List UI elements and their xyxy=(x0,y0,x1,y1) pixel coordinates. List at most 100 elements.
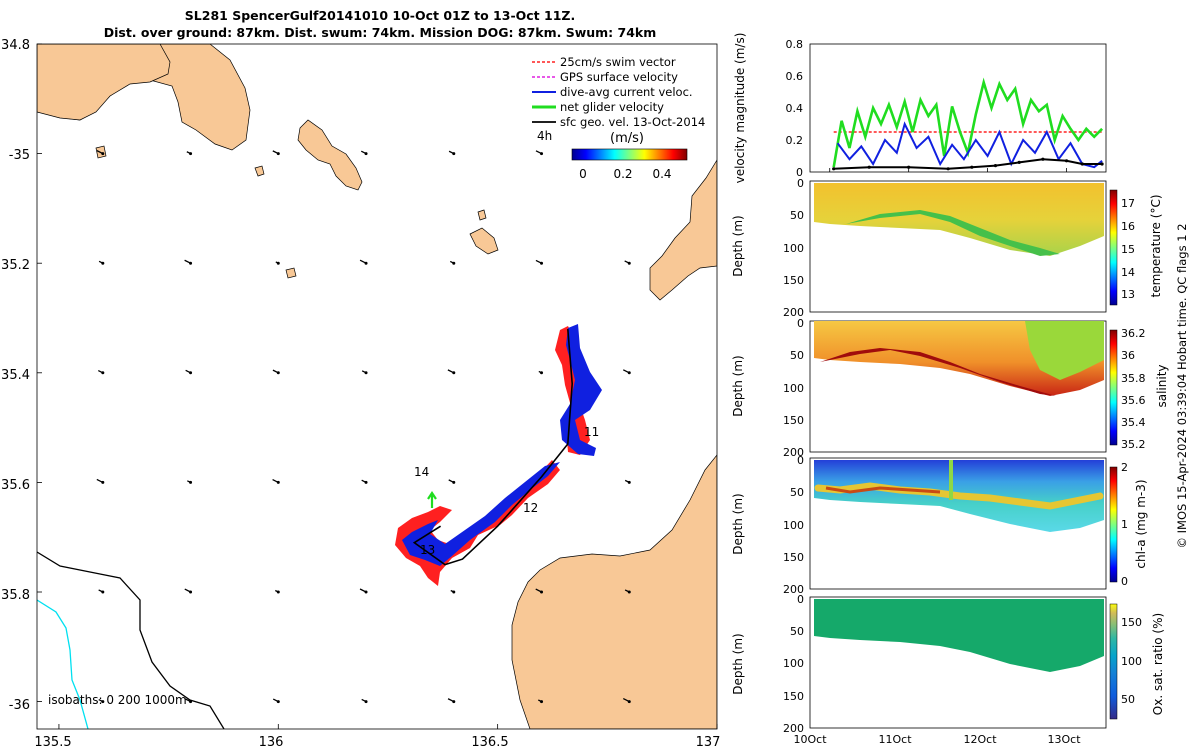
geo-vel-arrow xyxy=(535,588,544,594)
land-kangaroo-island xyxy=(37,44,171,121)
chlorophyll-colorbar xyxy=(1109,466,1118,583)
chl-cb-0: 0 xyxy=(1121,575,1128,588)
oxygen-colorbar-label: Ox. sat. ratio (%) xyxy=(1151,613,1165,715)
day-label-14: 14 xyxy=(414,465,429,479)
temp-depth-200: 200 xyxy=(783,306,804,319)
geo-vel-arrow xyxy=(98,698,105,704)
geo-vel-arrow xyxy=(448,150,456,156)
velocity-geo-point xyxy=(946,167,950,171)
temp-depth-100: 100 xyxy=(783,242,804,255)
land-eastern-coast xyxy=(649,159,717,301)
temperature-cold-layer xyxy=(846,210,1060,256)
salinity-high-core xyxy=(820,348,1056,396)
imos-credit: © IMOS 15-Apr-2024 03:39:04 Hobart time.… xyxy=(1175,223,1189,548)
y-tick-35-2: 35.2 xyxy=(1,258,30,273)
temperature-section xyxy=(814,183,1104,256)
ox-depth-50: 50 xyxy=(790,625,804,638)
ox-depth-0: 0 xyxy=(797,593,804,606)
sal-cb-36-2: 36.2 xyxy=(1121,327,1146,340)
sfc-geo-vel-arrows xyxy=(96,150,631,704)
temperature-colorbar xyxy=(1109,189,1118,306)
geo-vel-arrow xyxy=(447,369,456,375)
geo-vel-arrow xyxy=(97,369,105,375)
geo-vel-arrow xyxy=(274,589,280,594)
geo-vel-arrow xyxy=(622,369,631,375)
velocity-geo-point xyxy=(1041,157,1045,161)
ox-depth-200: 200 xyxy=(783,722,804,735)
isobath-200m xyxy=(37,551,225,729)
chlorophyll-colorbar-ticks: 2 1 0 xyxy=(1121,461,1128,588)
ox-cb-100: 100 xyxy=(1121,655,1142,668)
sal-cb-35-6: 35.6 xyxy=(1121,394,1146,407)
salinity-panel: 36.2 36 35.8 35.6 35.4 35.2 salinity Dep… xyxy=(731,317,1169,459)
legend-net-label: net glider velocity xyxy=(560,100,664,114)
legend-current-label: dive-avg current veloc. xyxy=(560,85,693,99)
temp-cb-17: 17 xyxy=(1121,197,1135,210)
oxygen-y-axis: 0 50 100 150 200 xyxy=(783,593,804,735)
temp-depth-50: 50 xyxy=(790,209,804,222)
chlorophyll-panel: 2 1 0 chl-a (mg m-3) Depth (m) 0 50 100 … xyxy=(731,454,1148,596)
sal-cb-35-2: 35.2 xyxy=(1121,438,1146,451)
temp-cb-16: 16 xyxy=(1121,220,1135,233)
geo-vel-arrow xyxy=(450,589,456,594)
salinity-colorbar-ticks: 36.2 36 35.8 35.6 35.4 35.2 xyxy=(1121,327,1146,451)
geo-vel-arrow xyxy=(361,479,368,484)
y-tick-35-8: 35.8 xyxy=(1,588,30,603)
time-tick-13oct: 13Oct xyxy=(1047,733,1081,746)
vel-tick-0-6: 0.6 xyxy=(786,70,804,83)
ox-depth-150: 150 xyxy=(783,690,804,703)
geo-vel-arrow xyxy=(96,478,105,484)
velocity-series-current xyxy=(836,121,1103,169)
sal-depth-200: 200 xyxy=(783,446,804,459)
salinity-ylabel: Depth (m) xyxy=(731,355,745,416)
velocity-geo-point xyxy=(993,164,998,168)
geo-vel-arrow xyxy=(538,699,544,704)
oxygen-section xyxy=(814,599,1104,672)
land-southern-island xyxy=(511,454,717,729)
colorbar-tick-0-2: 0.2 xyxy=(613,167,632,181)
y-tick-34-8: 34.8 xyxy=(1,38,30,53)
x-tick-135-5: 135.5 xyxy=(34,735,71,750)
chl-depth-0: 0 xyxy=(797,454,804,467)
geo-vel-arrow xyxy=(538,370,544,375)
oxygen-panel: 150 100 50 Ox. sat. ratio (%) Depth (m) … xyxy=(731,593,1165,746)
geo-vel-arrow xyxy=(96,150,105,156)
map-legend: 25cm/s swim vector GPS surface velocity … xyxy=(532,55,705,181)
day-label-12: 12 xyxy=(523,501,538,515)
geo-vel-arrow xyxy=(359,588,368,594)
chart-title-line-1: SL281 SpencerGulf20141010 10-Oct 01Z to … xyxy=(184,8,576,23)
map-frame xyxy=(36,43,718,730)
ox-depth-100: 100 xyxy=(783,657,804,670)
chart-title-line-2: Dist. over ground: 87km. Dist. swum: 74k… xyxy=(103,25,657,40)
geo-vel-arrow xyxy=(272,478,280,484)
isobath-1000m xyxy=(37,599,89,729)
temperature-panel: 17 16 15 14 13 temperature (°C) Depth (m… xyxy=(731,177,1163,319)
vel-tick-0-8: 0.8 xyxy=(786,38,804,51)
chl-cb-1: 1 xyxy=(1121,518,1128,531)
temperature-colorbar-label: temperature (°C) xyxy=(1149,195,1163,298)
velocity-geo-point xyxy=(1080,162,1084,166)
temperature-colorbar-ticks: 17 16 15 14 13 xyxy=(1121,197,1135,301)
land-small-islands xyxy=(95,119,499,279)
y-tick-35-4: 35.4 xyxy=(1,368,30,383)
geo-vel-arrow xyxy=(272,698,280,704)
geo-vel-arrow xyxy=(185,369,193,375)
temp-cb-14: 14 xyxy=(1121,266,1135,279)
geo-vel-arrow xyxy=(449,260,456,265)
ox-cb-50: 50 xyxy=(1121,693,1135,706)
geo-vel-arrow xyxy=(272,369,280,375)
geo-vel-arrow xyxy=(535,150,544,156)
velocity-panel: 0.8 0.6 0.4 0.2 0 velocity magnitude (m/… xyxy=(733,33,1107,183)
temp-cb-13: 13 xyxy=(1121,288,1135,301)
temp-depth-0: 0 xyxy=(797,177,804,190)
chl-cb-2: 2 xyxy=(1121,461,1128,474)
temp-cb-15: 15 xyxy=(1121,243,1135,256)
velocity-geo-point xyxy=(832,167,836,171)
legend-gps-label: GPS surface velocity xyxy=(560,70,678,84)
colorbar-unit: (m/s) xyxy=(610,131,644,146)
map-x-axis: 135.5 136 136.5 137 xyxy=(34,735,720,750)
salinity-colorbar-label: salinity xyxy=(1155,364,1169,407)
salinity-fresh-patch xyxy=(1025,321,1104,380)
velocity-series xyxy=(829,77,1104,172)
